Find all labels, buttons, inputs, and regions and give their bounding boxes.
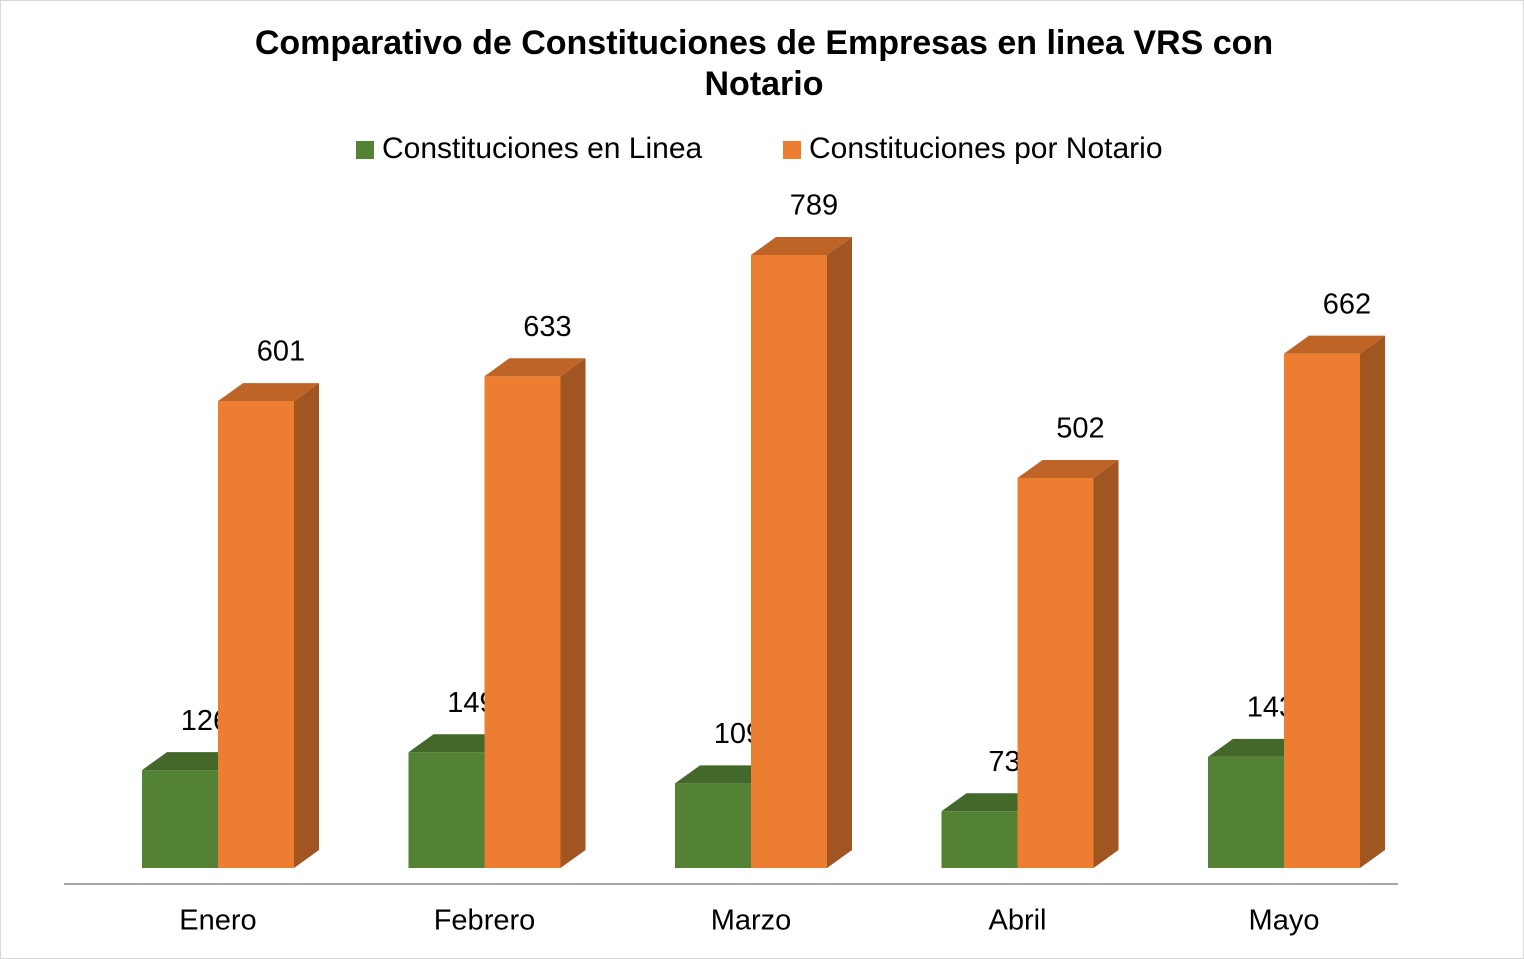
bar-top: [484, 358, 586, 377]
legend-label: Constituciones por Notario: [809, 132, 1163, 165]
bar-side: [1360, 335, 1385, 868]
legend-swatch: [783, 141, 801, 159]
legend-label: Constituciones en Linea: [382, 132, 703, 165]
data-label: 662: [1323, 288, 1371, 320]
bar-top: [1208, 738, 1309, 757]
x-tick-label: Febrero: [434, 905, 536, 937]
bar-front: [1017, 477, 1094, 868]
bar-side: [827, 237, 852, 868]
bar: [1017, 459, 1119, 868]
legend-swatch: [356, 141, 374, 159]
bar: [1284, 335, 1385, 868]
x-tick-label: Mayo: [1249, 905, 1320, 937]
bar-front: [408, 752, 485, 868]
bar-front: [1284, 353, 1360, 868]
bar-top: [218, 383, 319, 402]
bar: [218, 383, 319, 868]
bar-top: [1017, 459, 1119, 478]
bar-front: [941, 811, 1018, 868]
bar-front: [484, 376, 561, 868]
data-label: 789: [790, 190, 838, 222]
x-tick-label: Marzo: [711, 905, 792, 937]
x-tick-label: Enero: [179, 905, 256, 937]
bar-top: [1284, 335, 1385, 354]
bar: [751, 237, 852, 868]
bar-top: [941, 793, 1043, 812]
data-label: 601: [257, 336, 305, 368]
bar-top: [142, 752, 243, 771]
data-label: 73: [988, 746, 1020, 778]
x-tick-label: Abril: [988, 905, 1046, 937]
bar-front: [1208, 756, 1284, 868]
bar-side: [294, 383, 319, 868]
data-label: 633: [523, 311, 571, 343]
bar: [484, 358, 586, 868]
bar-front: [218, 401, 294, 868]
bar-front: [675, 783, 751, 868]
bar-front: [751, 255, 827, 868]
data-label: 502: [1056, 413, 1104, 445]
chart-title: Notario: [705, 65, 824, 103]
bar-front: [142, 770, 218, 868]
bar-top: [751, 237, 852, 255]
bar-side: [560, 358, 586, 868]
chart-title: Comparativo de Constituciones de Empresa…: [255, 24, 1273, 62]
bar-top: [675, 765, 776, 784]
bar-top: [408, 734, 510, 753]
bar-side: [1093, 459, 1119, 868]
